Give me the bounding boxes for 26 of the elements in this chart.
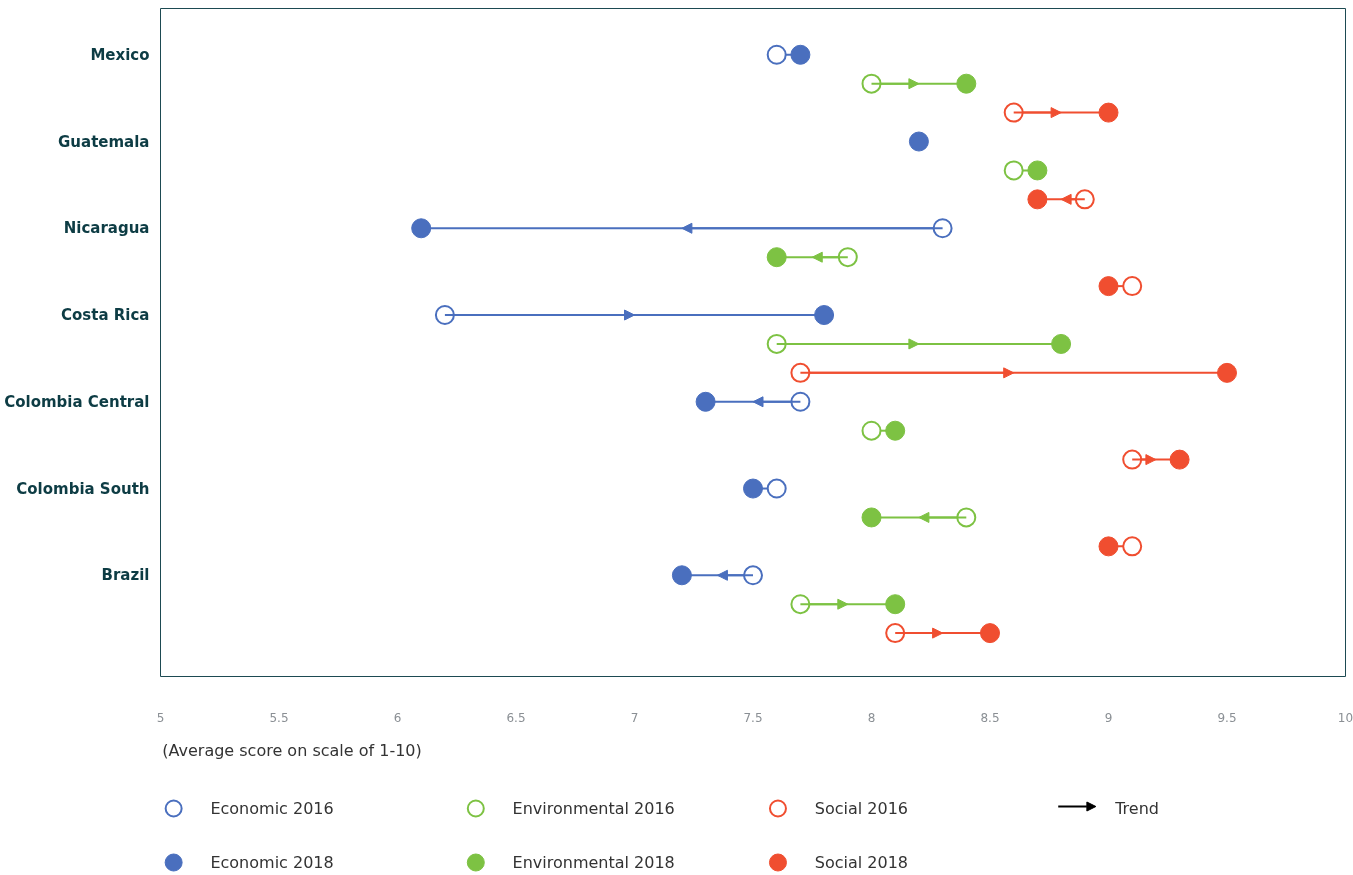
legend-label: Social 2016 (814, 799, 908, 818)
x-tick-label: 5.5 (269, 710, 289, 725)
legend-label: Social 2018 (814, 853, 908, 872)
legend-label: Environmental 2016 (512, 799, 675, 818)
y-tick-label: Nicaragua (63, 219, 150, 238)
x-tick-label: 6.5 (506, 710, 526, 725)
x-tick-label: 7.5 (743, 710, 763, 725)
legend-label: Environmental 2018 (512, 853, 675, 872)
x-tick-label: 5 (156, 710, 165, 725)
y-tick-label: Mexico (90, 45, 150, 64)
y-tick-label: Colombia Central (4, 392, 150, 411)
y-tick-label: Brazil (101, 566, 150, 585)
x-axis-title: (Average score on scale of 1-10) (162, 741, 422, 760)
x-tick-label: 9.5 (1217, 710, 1237, 725)
text: Trend (1114, 799, 1159, 818)
y-tick-label: Costa Rica (61, 306, 150, 325)
legend-label: Economic 2016 (210, 799, 334, 818)
x-tick-label: 10 (1337, 710, 1353, 725)
x-tick-label: 9 (1104, 710, 1113, 725)
y-tick-label: Guatemala (58, 132, 150, 151)
x-tick-label: 8.5 (980, 710, 1000, 725)
legend-label: Economic 2018 (210, 853, 334, 872)
x-tick-label: 6 (393, 710, 402, 725)
y-tick-label: Colombia South (16, 479, 150, 498)
x-tick-label: 8 (867, 710, 876, 725)
x-tick-label: 7 (630, 710, 639, 725)
